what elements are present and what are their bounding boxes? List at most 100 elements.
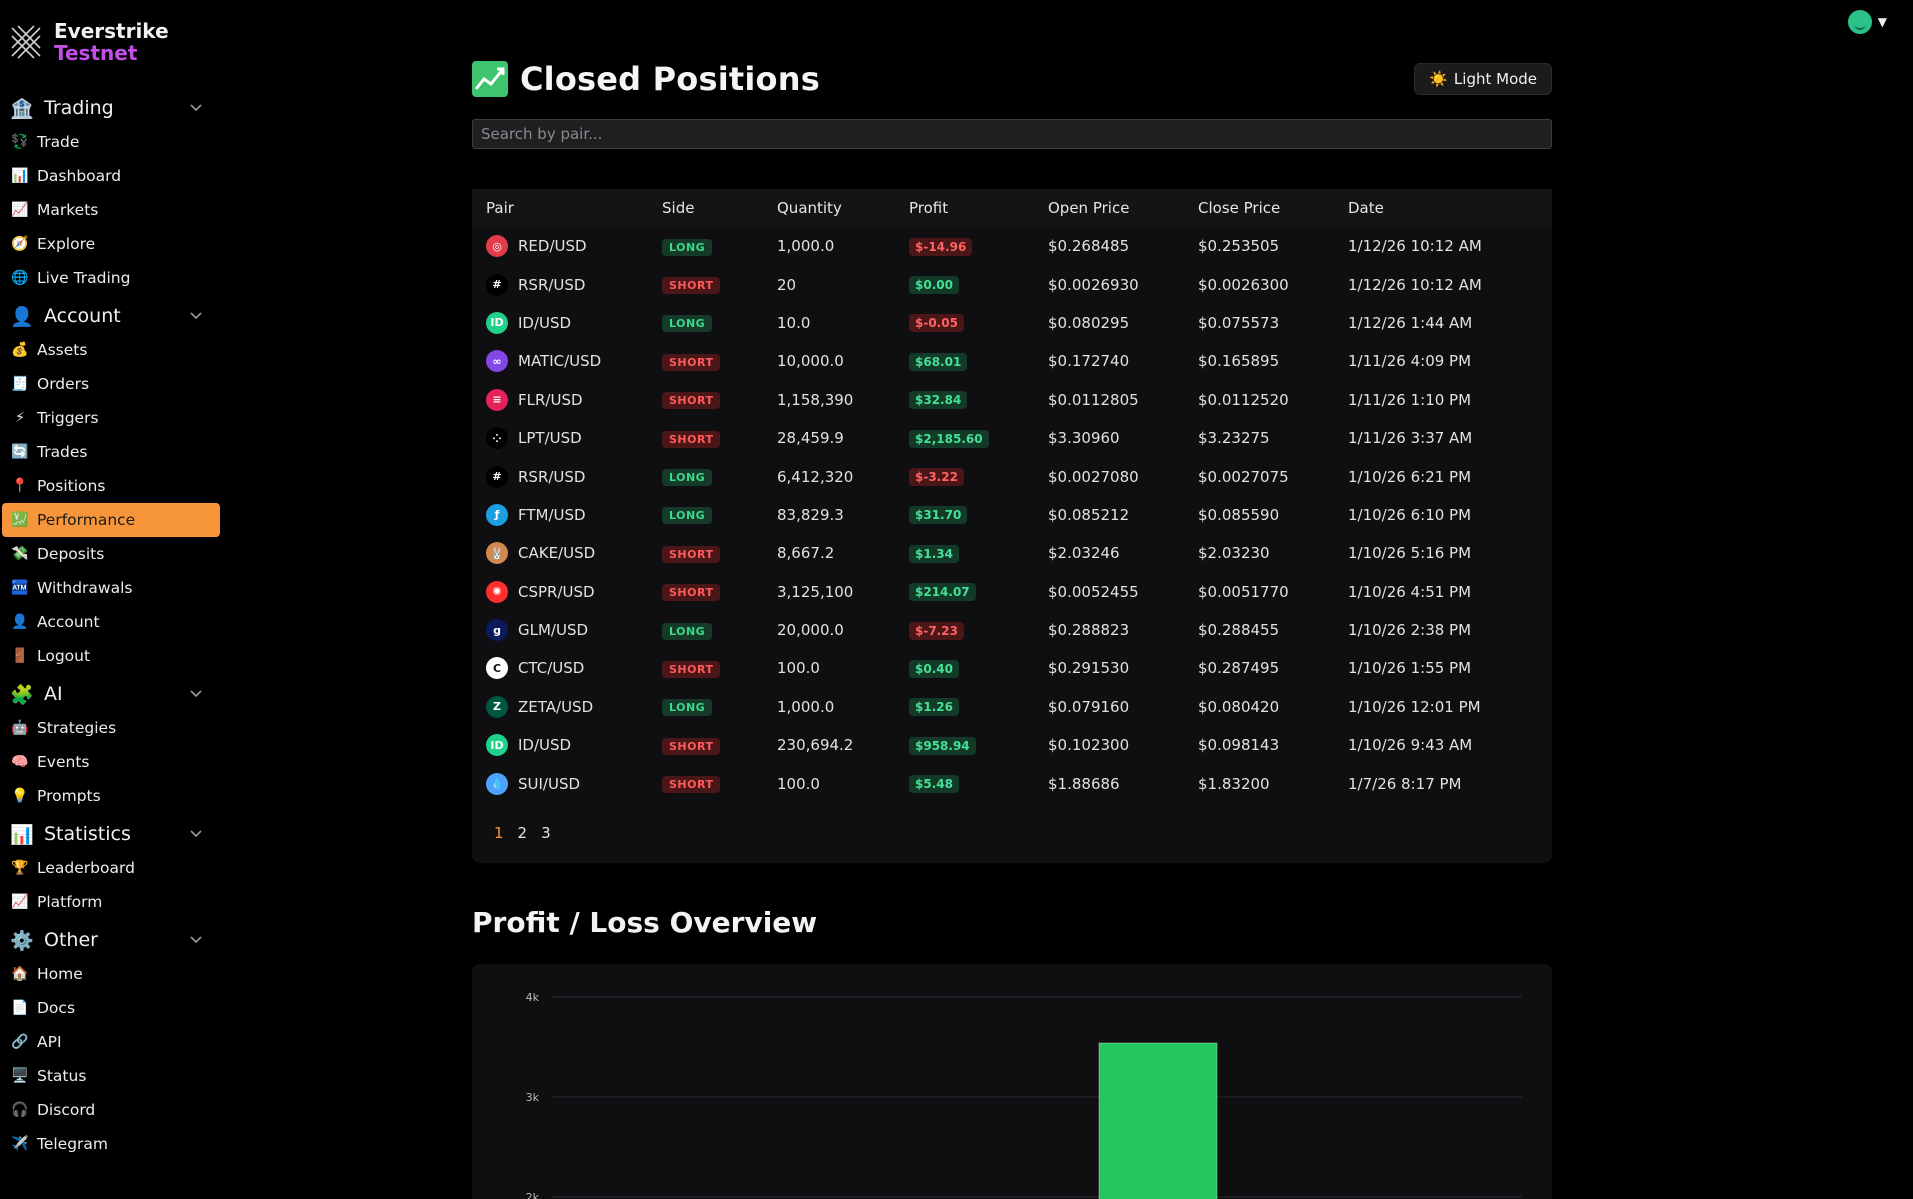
sidebar-item-dashboard[interactable]: 📊 Dashboard [0,159,224,193]
table-row[interactable]: g GLM/USD LONG 20,000.0 $-7.23 $0.288823 $0.28… [472,611,1552,649]
pair-name: RSR/USD [518,467,586,486]
sidebar-item-assets[interactable]: 💰 Assets [0,333,224,367]
sidebar-item-trade[interactable]: 💱 Trade [0,125,224,159]
pair-name: ZETA/USD [518,697,594,716]
date-cell: 1/7/26 8:17 PM [1348,774,1462,793]
open-price-cell: $2.03246 [1048,544,1120,563]
date-cell: 1/10/26 9:43 AM [1348,736,1473,755]
sidebar-section-other[interactable]: ⚙️ Other [0,923,224,957]
page-link-2[interactable]: 2 [517,823,528,842]
profit-bar[interactable] [1098,1042,1218,1199]
page-link-1[interactable]: 1 [494,823,504,842]
sidebar-item-trades[interactable]: 🔄 Trades [0,435,224,469]
sidebar-item-account[interactable]: 👤 Account [0,605,224,639]
table-row[interactable]: 🐰 CAKE/USD SHORT 8,667.2 $1.34 $2.03246 $2.032… [472,534,1552,572]
sidebar-item-label: Docs [37,999,76,1017]
sidebar-item-explore[interactable]: 🧭 Explore [0,227,224,261]
closed-positions-table-card: Pair Side Quantity Profit Open Price Clo… [472,189,1552,863]
sidebar-item-discord[interactable]: 🎧 Discord [0,1093,224,1127]
sidebar-item-status[interactable]: 🖥️ Status [0,1059,224,1093]
compass-icon: 🧭 [11,236,29,252]
sidebar-item-live-trading[interactable]: 🌐 Live Trading [0,261,224,295]
pair-cell: ƒ FTM/USD [486,503,662,526]
sidebar-item-orders[interactable]: 🧾 Orders [0,367,224,401]
column-header-date[interactable]: Date [1348,199,1384,217]
sidebar-item-markets[interactable]: 📈 Markets [0,193,224,227]
sidebar-item-triggers[interactable]: ⚡ Triggers [0,401,224,435]
column-header-side[interactable]: Side [662,199,695,217]
chevron-down-icon[interactable] [188,825,204,841]
quantity-cell: 20,000.0 [777,621,844,640]
brand[interactable]: Everstrike Testnet [10,20,169,64]
sidebar-item-strategies[interactable]: 🤖 Strategies [0,711,224,745]
pair-cell: ID ID/USD [486,311,662,334]
table-row[interactable]: # RSR/USD SHORT 20 $0.00 $0.0026930 $0.0026300… [472,265,1552,303]
flr-coin-icon: ≡ [486,388,508,411]
close-price-cell: $0.0026300 [1198,275,1289,294]
trophy-icon: 🏆 [11,860,29,876]
user-menu[interactable]: ▼ [1847,10,1887,34]
table-row[interactable]: ∞ MATIC/USD SHORT 10,000.0 $68.01 $0.172740 $0… [472,342,1552,380]
sidebar-section-ai[interactable]: 🧩 AI [0,677,224,711]
caret-down-icon[interactable]: ▼ [1877,15,1887,29]
sidebar-item-prompts[interactable]: 💡 Prompts [0,779,224,813]
sidebar-item-platform[interactable]: 📈 Platform [0,885,224,919]
table-row[interactable]: Z ZETA/USD LONG 1,000.0 $1.26 $0.079160 $0.080… [472,688,1552,726]
sidebar-item-logout[interactable]: 🚪 Logout [0,639,224,673]
quantity-cell: 8,667.2 [777,544,835,563]
sidebar-section-trading[interactable]: 🏦 Trading [0,91,224,125]
table-row[interactable]: ✺ CSPR/USD SHORT 3,125,100 $214.07 $0.0052455… [472,573,1552,611]
sidebar-item-positions[interactable]: 📍 Positions [0,469,224,503]
chevron-down-icon[interactable] [188,99,204,115]
table-row[interactable]: ◎ RED/USD LONG 1,000.0 $-14.96 $0.268485 $0.25… [472,227,1552,265]
sidebar-item-api[interactable]: 🔗 API [0,1025,224,1059]
table-row[interactable]: C CTC/USD SHORT 100.0 $0.40 $0.291530 $0.28749… [472,649,1552,687]
page-header: Closed Positions ☀️ Light Mode [472,50,1552,108]
sidebar-item-leaderboard[interactable]: 🏆 Leaderboard [0,851,224,885]
sidebar-item-withdrawals[interactable]: 🏧 Withdrawals [0,571,224,605]
sidebar-item-docs[interactable]: 📄 Docs [0,991,224,1025]
table-row[interactable]: 💧 SUI/USD SHORT 100.0 $5.48 $1.88686 $1.83200 1… [472,764,1552,802]
sidebar-item-label: Trade [37,133,80,151]
close-price-cell: $2.03230 [1198,544,1270,563]
chevron-down-icon[interactable] [188,307,204,323]
sidebar-item-events[interactable]: 🧠 Events [0,745,224,779]
sidebar-section-account[interactable]: 👤 Account [0,299,224,333]
light-mode-toggle-button[interactable]: ☀️ Light Mode [1414,63,1552,95]
table-row[interactable]: # RSR/USD LONG 6,412,320 $-3.22 $0.0027080 $0.… [472,457,1552,495]
date-cell: 1/10/26 5:16 PM [1348,544,1472,563]
column-header-open-price[interactable]: Open Price [1048,199,1130,217]
column-header-profit[interactable]: Profit [909,199,949,217]
closed-positions-table: Pair Side Quantity Profit Open Price Clo… [472,189,1552,803]
chevron-down-icon[interactable] [188,931,204,947]
sidebar-item-label: Assets [37,341,88,359]
page-link-3[interactable]: 3 [541,823,551,842]
search-input[interactable] [472,119,1552,149]
sidebar-item-performance[interactable]: 💹 Performance [2,503,220,537]
date-cell: 1/11/26 3:37 AM [1348,429,1473,448]
side-badge: SHORT [662,392,721,410]
pair-cell: ✺ CSPR/USD [486,580,662,603]
table-row[interactable]: ≡ FLR/USD SHORT 1,158,390 $32.84 $0.0112805 $0… [472,381,1552,419]
glm-coin-icon: g [486,619,508,642]
table-row[interactable]: ID ID/USD SHORT 230,694.2 $958.94 $0.102300 $0… [472,726,1552,764]
column-header-quantity[interactable]: Quantity [777,199,842,217]
table-row[interactable]: ID ID/USD LONG 10.0 $-0.05 $0.080295 $0.075573… [472,304,1552,342]
sidebar-item-telegram[interactable]: ✈️ Telegram [0,1127,224,1161]
profit-badge: $-14.96 [909,237,973,256]
cake-coin-icon: 🐰 [486,542,508,565]
close-price-cell: $1.83200 [1198,774,1270,793]
sidebar-item-deposits[interactable]: 💸 Deposits [0,537,224,571]
table-row[interactable]: ⁘ LPT/USD SHORT 28,459.9 $2,185.60 $3.30960 $3… [472,419,1552,457]
column-header-pair[interactable]: Pair [486,199,514,217]
chevron-down-icon[interactable] [188,685,204,701]
column-header-close-price[interactable]: Close Price [1198,199,1281,217]
profit-badge: $5.48 [909,775,959,794]
brand-name: Everstrike [54,19,169,43]
sidebar-section-statistics[interactable]: 📊 Statistics [0,817,224,851]
sidebar-item-home[interactable]: 🏠 Home [0,957,224,991]
profit-loss-chart-card: 4k 3k 2k [472,963,1552,1199]
table-row[interactable]: ƒ FTM/USD LONG 83,829.3 $31.70 $0.085212 $0.08… [472,496,1552,534]
avatar[interactable] [1847,10,1872,34]
y-tick-label: 3k [526,1091,540,1104]
